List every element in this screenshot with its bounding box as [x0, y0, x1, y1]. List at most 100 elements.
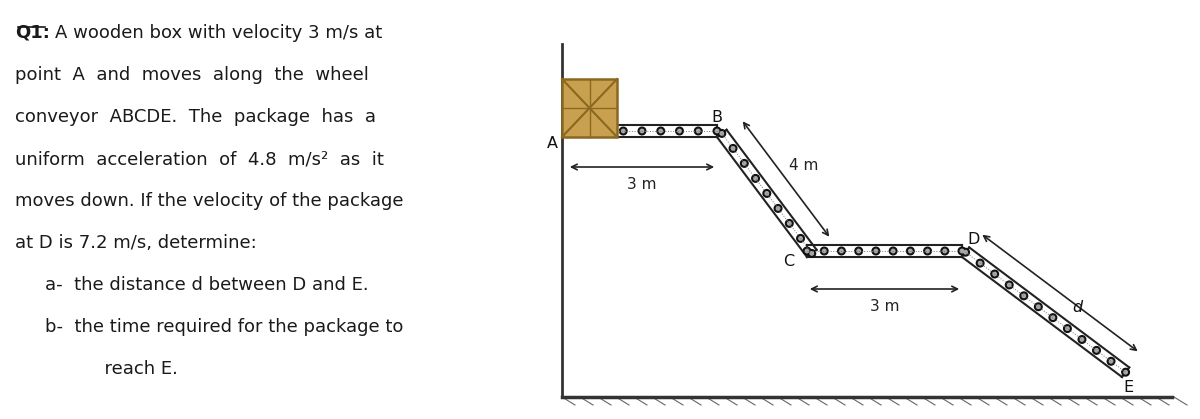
Circle shape	[787, 222, 791, 225]
Text: E: E	[1123, 380, 1133, 395]
Text: A wooden box with velocity 3 m/s at: A wooden box with velocity 3 m/s at	[55, 24, 383, 42]
Circle shape	[857, 249, 860, 253]
Text: 3 m: 3 m	[870, 299, 899, 314]
Circle shape	[638, 127, 646, 135]
Circle shape	[619, 127, 628, 135]
Circle shape	[872, 247, 880, 255]
Circle shape	[676, 127, 683, 135]
Circle shape	[1080, 338, 1084, 341]
Circle shape	[822, 249, 826, 253]
Circle shape	[797, 235, 804, 242]
Circle shape	[941, 247, 948, 255]
Circle shape	[743, 162, 746, 165]
Circle shape	[656, 127, 665, 135]
Circle shape	[641, 129, 643, 133]
Circle shape	[838, 247, 845, 255]
Text: D: D	[968, 232, 980, 246]
Circle shape	[874, 249, 877, 253]
Circle shape	[730, 145, 737, 152]
Circle shape	[696, 129, 700, 133]
Circle shape	[943, 249, 947, 253]
Circle shape	[821, 247, 828, 255]
Circle shape	[740, 160, 748, 167]
Circle shape	[1078, 336, 1086, 343]
Text: a-  the distance d between D and E.: a- the distance d between D and E.	[46, 276, 368, 294]
Circle shape	[1020, 292, 1027, 300]
Circle shape	[1022, 294, 1026, 297]
Circle shape	[720, 132, 724, 135]
Text: 4 m: 4 m	[788, 158, 818, 173]
Circle shape	[582, 127, 589, 135]
Circle shape	[908, 249, 912, 253]
Circle shape	[1124, 370, 1127, 374]
Circle shape	[565, 129, 569, 133]
Circle shape	[1006, 281, 1013, 289]
Text: at D is 7.2 m/s, determine:: at D is 7.2 m/s, determine:	[14, 234, 257, 252]
Circle shape	[563, 127, 571, 135]
Circle shape	[992, 272, 996, 276]
Circle shape	[1066, 327, 1069, 330]
Circle shape	[964, 251, 967, 254]
Text: point  A  and  moves  along  the  wheel: point A and moves along the wheel	[14, 66, 368, 84]
Circle shape	[713, 127, 721, 135]
Text: d: d	[1072, 300, 1082, 315]
Circle shape	[991, 270, 998, 278]
Circle shape	[1093, 347, 1100, 354]
Circle shape	[1094, 349, 1098, 352]
Circle shape	[763, 190, 770, 197]
Circle shape	[1122, 368, 1129, 376]
Text: conveyor  ABCDE.  The  package  has  a: conveyor ABCDE. The package has a	[14, 108, 376, 126]
Circle shape	[1034, 303, 1042, 310]
Circle shape	[678, 129, 682, 133]
Text: reach E.: reach E.	[70, 360, 178, 378]
Circle shape	[810, 252, 814, 255]
Circle shape	[840, 249, 844, 253]
Circle shape	[926, 249, 929, 253]
Text: moves down. If the velocity of the package: moves down. If the velocity of the packa…	[14, 192, 403, 210]
Circle shape	[906, 247, 914, 255]
Circle shape	[786, 220, 793, 227]
Circle shape	[962, 248, 970, 256]
Circle shape	[892, 249, 895, 253]
Circle shape	[977, 259, 984, 267]
Circle shape	[854, 247, 863, 255]
Circle shape	[718, 129, 726, 137]
Circle shape	[960, 249, 964, 253]
Circle shape	[1008, 283, 1010, 287]
Text: 3 m: 3 m	[628, 177, 656, 192]
Circle shape	[924, 247, 931, 255]
Circle shape	[808, 250, 816, 257]
Circle shape	[695, 127, 702, 135]
Circle shape	[889, 247, 896, 255]
Text: Q1:: Q1:	[14, 24, 50, 42]
Circle shape	[978, 261, 982, 265]
Circle shape	[774, 204, 782, 212]
Circle shape	[1109, 360, 1112, 363]
Bar	[562, 79, 617, 137]
Circle shape	[754, 177, 757, 180]
Circle shape	[1049, 314, 1057, 321]
Text: uniform  acceleration  of  4.8  m/s²  as  it: uniform acceleration of 4.8 m/s² as it	[14, 150, 384, 168]
Circle shape	[1051, 316, 1055, 319]
Circle shape	[584, 129, 588, 133]
Text: A: A	[546, 137, 558, 152]
Circle shape	[776, 207, 780, 210]
Circle shape	[799, 237, 803, 240]
Circle shape	[751, 175, 760, 182]
Circle shape	[805, 249, 809, 253]
Text: B: B	[712, 109, 722, 124]
Circle shape	[622, 129, 625, 133]
Circle shape	[731, 147, 734, 150]
Text: b-  the time required for the package to: b- the time required for the package to	[46, 318, 403, 336]
Circle shape	[958, 247, 966, 255]
Circle shape	[659, 129, 662, 133]
Circle shape	[715, 129, 719, 133]
Circle shape	[803, 247, 811, 255]
Circle shape	[601, 127, 608, 135]
Circle shape	[1037, 305, 1040, 308]
Text: C: C	[784, 254, 794, 269]
Circle shape	[1063, 325, 1072, 332]
Circle shape	[1108, 357, 1115, 365]
Circle shape	[602, 129, 606, 133]
Circle shape	[766, 191, 768, 195]
